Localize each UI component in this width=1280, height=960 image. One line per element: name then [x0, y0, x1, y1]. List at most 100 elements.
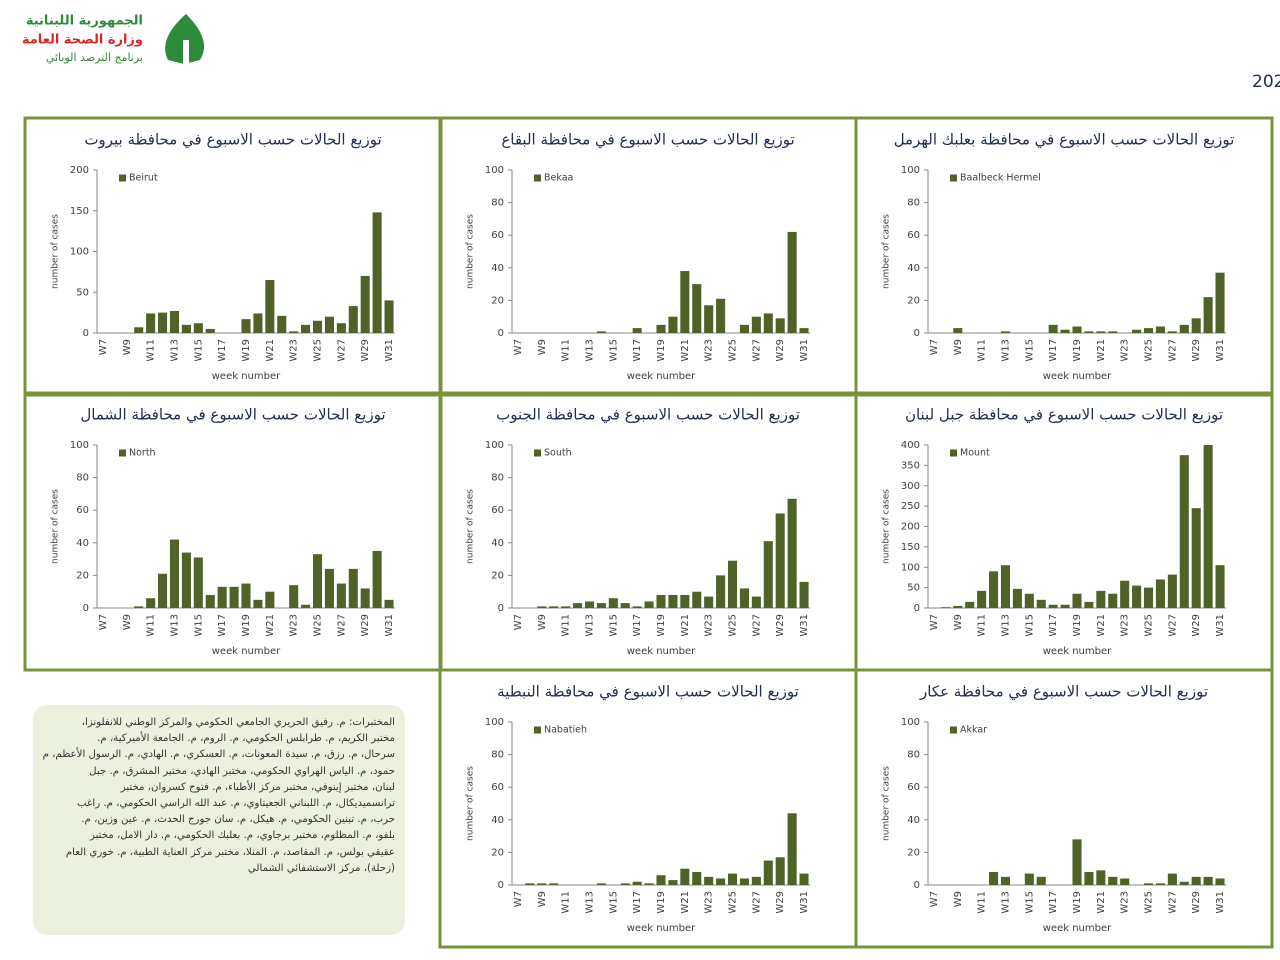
bar — [656, 594, 666, 608]
y-tick-label: 60 — [907, 230, 920, 241]
bar — [680, 868, 690, 885]
bar — [1167, 574, 1177, 608]
bar — [217, 586, 227, 608]
x-tick-label: W19 — [656, 891, 667, 914]
y-axis-label: number of cases — [466, 214, 476, 289]
bar — [1120, 878, 1130, 885]
chart-title: توزيع الحالات حسب الاسبوع في محافظة بعلب… — [894, 131, 1235, 150]
x-tick-label: W9 — [122, 614, 133, 630]
bar — [799, 873, 809, 885]
x-tick-label: W9 — [953, 614, 964, 630]
x-tick-label: W31 — [384, 614, 395, 637]
y-tick-label: 250 — [901, 501, 920, 512]
note-line: لبنان، مختبر إينوفي، مختبر مركز الأطباء،… — [120, 781, 395, 793]
x-tick-label: W17 — [1048, 339, 1059, 362]
x-tick-label: W25 — [728, 614, 739, 637]
bar — [953, 328, 963, 333]
bar — [739, 588, 749, 608]
bar — [277, 315, 287, 333]
x-tick-label: W19 — [241, 614, 252, 637]
x-tick-label: W11 — [146, 339, 157, 362]
x-tick-label: W13 — [1000, 614, 1011, 637]
x-axis-label: week number — [627, 371, 696, 382]
x-tick-label: W23 — [1120, 339, 1131, 362]
y-tick-label: 100 — [70, 440, 89, 451]
y-tick-label: 20 — [907, 847, 920, 858]
legend-label: South — [544, 448, 572, 459]
bar — [360, 275, 370, 333]
bar — [537, 606, 547, 608]
bar — [265, 280, 275, 333]
y-tick-label: 80 — [491, 198, 504, 209]
y-tick-label: 40 — [76, 538, 89, 549]
x-tick-label: W9 — [953, 891, 964, 907]
x-axis-label: week number — [627, 646, 696, 657]
bar — [289, 331, 299, 333]
chart-panel: توزيع الحالات حسب الاسبوع في محافظة الجن… — [438, 391, 858, 672]
x-tick-label: W25 — [728, 891, 739, 914]
bar — [549, 883, 559, 885]
x-tick-label: W7 — [98, 614, 109, 630]
bar — [775, 513, 785, 608]
bar — [704, 305, 714, 333]
y-tick-label: 80 — [76, 473, 89, 484]
bar — [953, 605, 963, 608]
legend-label: Nabatieh — [544, 725, 587, 736]
y-tick-label: 20 — [907, 295, 920, 306]
bar — [1143, 587, 1154, 608]
y-tick-label: 40 — [491, 815, 504, 826]
x-tick-label: W7 — [513, 891, 524, 907]
bar — [1132, 329, 1142, 333]
bar — [1215, 565, 1225, 608]
bar — [146, 313, 156, 333]
x-tick-label: W13 — [584, 339, 595, 362]
y-axis-label: number of cases — [466, 766, 476, 841]
bar — [537, 883, 547, 885]
bar — [692, 871, 702, 885]
x-tick-label: W13 — [169, 614, 180, 637]
bar — [620, 883, 630, 885]
x-tick-label: W21 — [680, 339, 691, 362]
x-tick-label: W15 — [1024, 891, 1035, 914]
cedar-logo — [165, 14, 205, 64]
x-tick-label: W23 — [289, 614, 300, 637]
chart-title: توزيع الحالات حسب الاسبوع في محافظة الشم… — [80, 406, 385, 425]
cedar-trunk — [183, 40, 189, 64]
bar — [716, 575, 726, 608]
bar — [596, 331, 606, 333]
x-tick-label: W17 — [632, 891, 643, 914]
y-tick-label: 350 — [901, 460, 920, 471]
x-tick-label: W11 — [561, 891, 572, 914]
chart-panel: توزيع الحالات حسب الاسبوع في محافظة عكار… — [854, 668, 1274, 949]
bar — [253, 599, 263, 608]
bar — [620, 603, 630, 608]
bar — [134, 327, 144, 333]
bar — [704, 596, 714, 608]
x-tick-label: W29 — [360, 339, 371, 362]
bar — [941, 607, 951, 608]
bar — [739, 324, 749, 333]
y-tick-label: 40 — [907, 815, 920, 826]
y-axis-label: number of cases — [51, 214, 61, 289]
bar — [727, 560, 738, 608]
bar — [253, 313, 263, 333]
bar — [169, 539, 180, 608]
x-tick-label: W29 — [1191, 891, 1202, 914]
bar — [1024, 873, 1034, 885]
bar — [692, 284, 702, 333]
bar — [1084, 601, 1094, 608]
y-axis-label: number of cases — [466, 489, 476, 564]
bar — [763, 313, 773, 333]
x-tick-label: W29 — [1191, 614, 1202, 637]
chart-title: توزيع الحالات حسب الاسبوع في محافظة النب… — [497, 683, 799, 702]
y-tick-label: 20 — [491, 570, 504, 581]
x-tick-label: W19 — [1072, 614, 1083, 637]
bar — [751, 876, 761, 885]
x-tick-label: W15 — [193, 339, 204, 362]
x-tick-label: W27 — [751, 891, 762, 914]
legend-swatch — [534, 726, 541, 734]
bar — [241, 583, 251, 608]
y-tick-label: 0 — [914, 328, 920, 339]
x-tick-label: W13 — [584, 614, 595, 637]
bar — [668, 316, 678, 333]
